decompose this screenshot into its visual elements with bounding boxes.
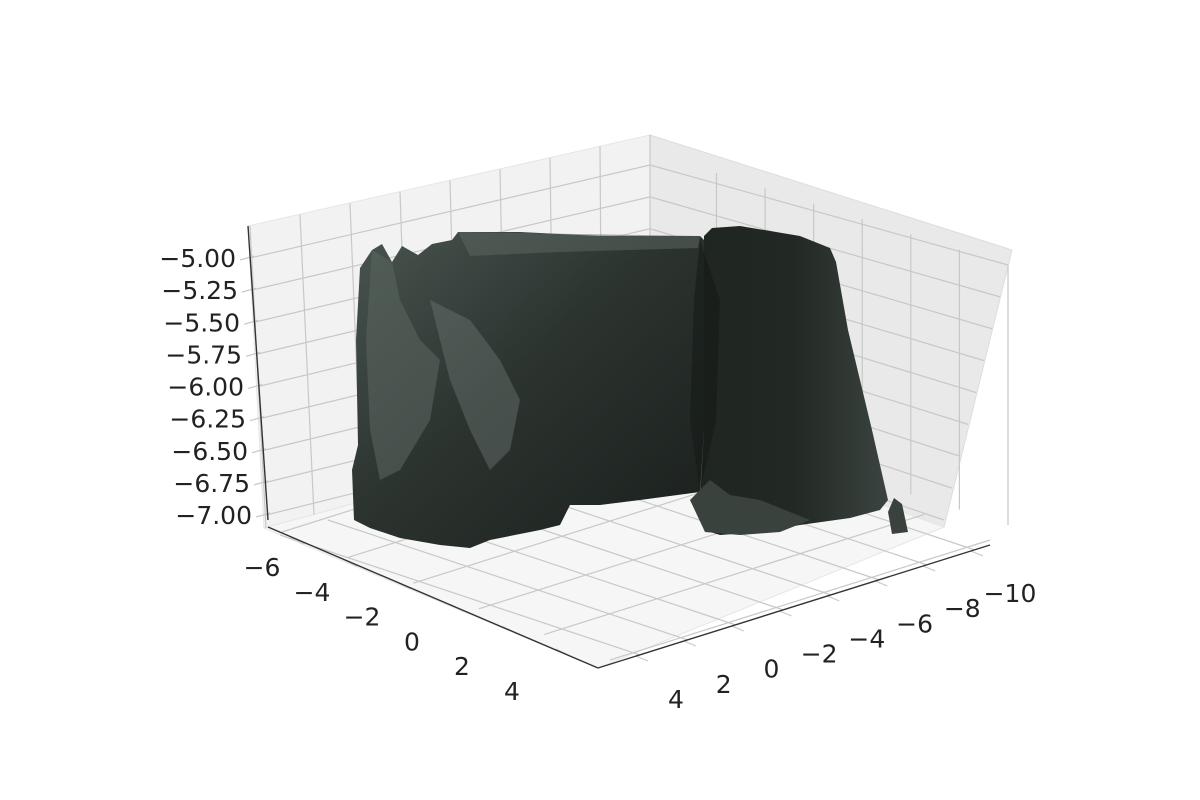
y-tick-label: −6	[244, 553, 281, 582]
x-tick-mark	[875, 581, 887, 586]
y-tick-label: 4	[504, 677, 520, 706]
x-tick-mark	[827, 596, 839, 601]
x-tick-label: −4	[848, 624, 885, 653]
z-tick-label: −6.75	[173, 469, 250, 498]
y-tick-label: 0	[404, 627, 420, 656]
y-tick-label: −2	[344, 603, 381, 632]
surface	[352, 226, 908, 548]
x-tick-mark	[780, 611, 792, 616]
z-tick-label: −5.75	[165, 340, 242, 369]
z-tick-label: −6.25	[169, 405, 246, 434]
y-tick-label: 2	[454, 652, 470, 681]
x-tick-mark	[636, 656, 648, 661]
z-tick-label: −6.50	[171, 437, 248, 466]
x-tick-label: 2	[716, 670, 732, 699]
x-tick-label: −8	[944, 594, 981, 623]
z-tick-label: −5.25	[161, 276, 238, 305]
x-tick-mark	[971, 551, 983, 556]
x-tick-label: −10	[984, 579, 1037, 608]
z-tick-label: −6.00	[167, 373, 244, 402]
z-tick-label: −5.50	[163, 308, 240, 337]
x-tick-mark	[923, 566, 935, 571]
z-tick-label: −5.00	[159, 244, 236, 273]
x-tick-label: 4	[668, 685, 684, 714]
y-tick-label: −4	[294, 578, 331, 607]
x-tick-label: −6	[896, 609, 933, 638]
x-tick-mark	[684, 641, 696, 646]
x-tick-mark	[732, 626, 744, 631]
x-tick-label: 0	[763, 655, 779, 684]
x-tick-label: −2	[801, 640, 838, 669]
z-tick-label: −7.00	[175, 501, 252, 530]
